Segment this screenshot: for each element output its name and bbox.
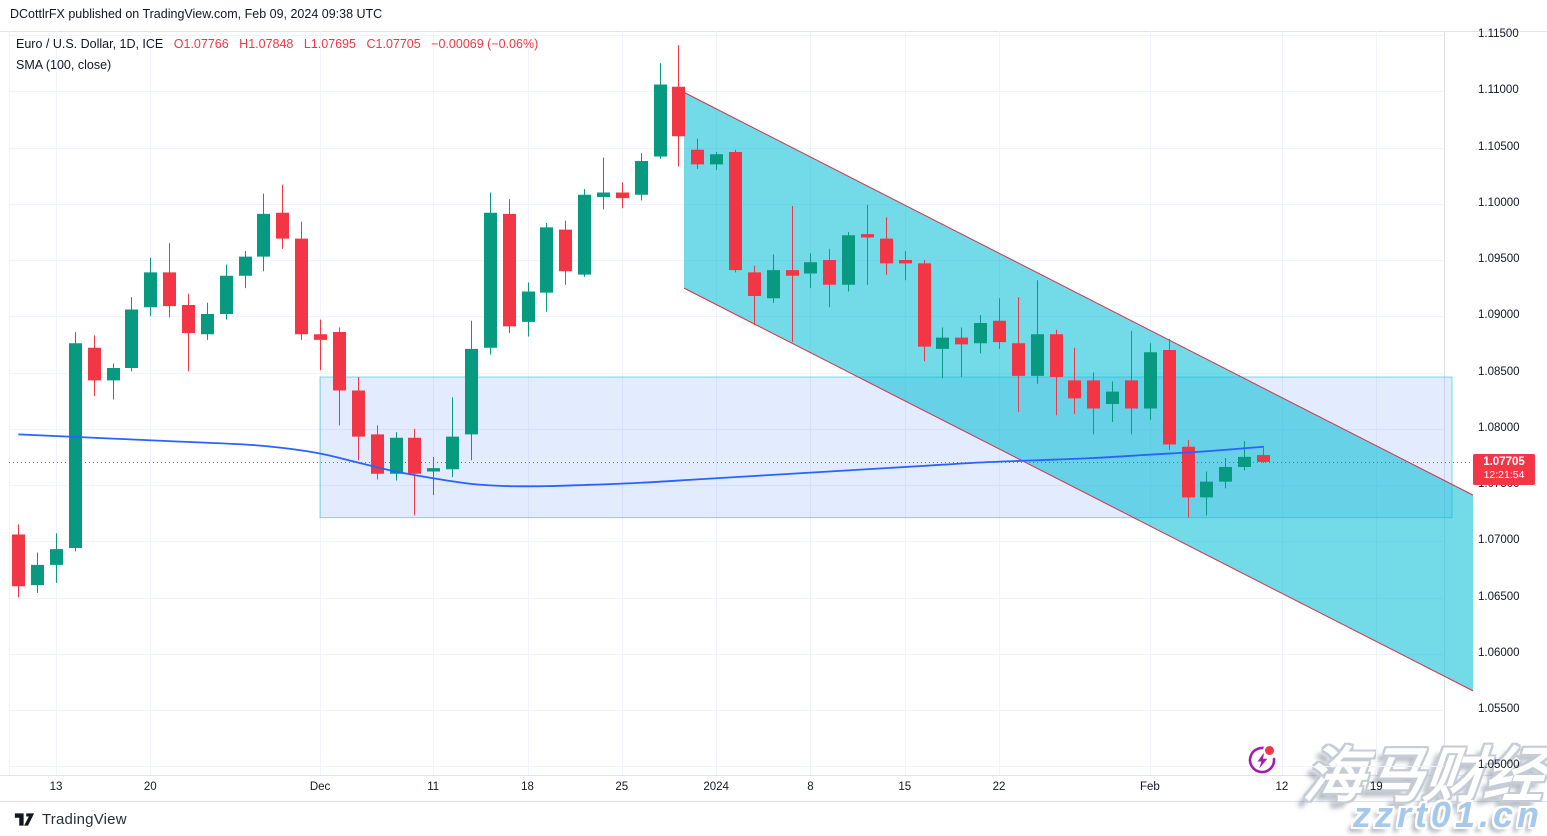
time-axis-label: 15	[898, 781, 912, 793]
price-axis-label: 1.06000	[1478, 646, 1520, 659]
tradingview-glyph-icon	[14, 813, 35, 826]
time-axis-label: 19	[1369, 781, 1383, 793]
time-axis-label: 11	[427, 781, 440, 793]
channel-upper-line[interactable]	[683, 91, 1474, 496]
price-axis-label: 1.11000	[1478, 84, 1519, 97]
symbol-title[interactable]: Euro / U.S. Dollar, 1D, ICE	[16, 37, 164, 51]
price-axis-label: 1.09500	[1478, 253, 1520, 265]
time-axis-label: 22	[992, 781, 1006, 793]
time-axis-label: Feb	[1139, 781, 1160, 793]
price-axis-label: 1.06500	[1478, 590, 1520, 603]
time-axis-label: 20	[143, 781, 157, 793]
time-axis-label: Dec	[309, 781, 331, 793]
candlestick-series	[12, 45, 1270, 598]
current-price-label: 1.07705 12:21:54	[1473, 453, 1535, 485]
price-axis-label: 1.08000	[1478, 421, 1520, 434]
price-axis-label: 1.10000	[1478, 196, 1520, 209]
sma-100-line[interactable]	[18, 433, 1264, 488]
price-axis-label: 1.09000	[1478, 309, 1520, 322]
price-axis-label: 1.05000	[1478, 759, 1520, 772]
ohlc-low: L1.07695	[303, 37, 357, 51]
price-axis-label: 1.05500	[1478, 703, 1520, 715]
current-price-value: 1.07705	[1483, 455, 1525, 468]
price-axis-separator	[1444, 31, 1445, 801]
notification-dot	[1263, 744, 1276, 757]
price-axis-label: 1.08500	[1478, 365, 1520, 378]
ohlc-close: C1.07705	[366, 37, 421, 51]
time-axis-label: 25	[615, 781, 629, 793]
price-axis-label: 1.11500	[1478, 28, 1519, 40]
flash-icon[interactable]	[1246, 744, 1278, 776]
ohlc-open: O1.07766	[173, 37, 229, 51]
bar-countdown-timer: 12:21:54	[1483, 468, 1525, 481]
chart-left-border	[9, 31, 10, 775]
channel-lower-line[interactable]	[683, 287, 1474, 692]
chart-bottom-border	[0, 801, 1547, 802]
chart-top-border	[0, 31, 1547, 32]
time-axis-label: 2024	[703, 781, 729, 793]
chart-legend: Euro / U.S. Dollar, 1D, ICE O1.07766 H1.…	[16, 37, 538, 72]
price-axis-label: 1.07000	[1478, 534, 1520, 547]
time-axis[interactable]: 13 20 Dec 11 18 25 2024 8 15 22 Feb 12 19	[0, 775, 1547, 801]
published-line: DCottlrFX published on TradingView.com, …	[10, 7, 383, 21]
ohlc-high: H1.07848	[239, 37, 294, 51]
time-axis-label: 18	[521, 781, 534, 793]
time-axis-label: 12	[1275, 781, 1289, 793]
time-axis-label: 8	[807, 781, 814, 793]
tradingview-logo[interactable]: TradingView	[14, 809, 127, 830]
price-axis-label: 1.10500	[1478, 140, 1520, 153]
indicator-label[interactable]: SMA (100, close)	[16, 58, 112, 72]
lightning-bolt-icon	[1248, 746, 1276, 774]
time-axis-separator	[0, 775, 1547, 776]
tradingview-brand-text: TradingView	[42, 811, 127, 828]
ohlc-change: −0.00069 (−0.06%)	[431, 37, 539, 51]
time-axis-label: 13	[49, 781, 63, 793]
